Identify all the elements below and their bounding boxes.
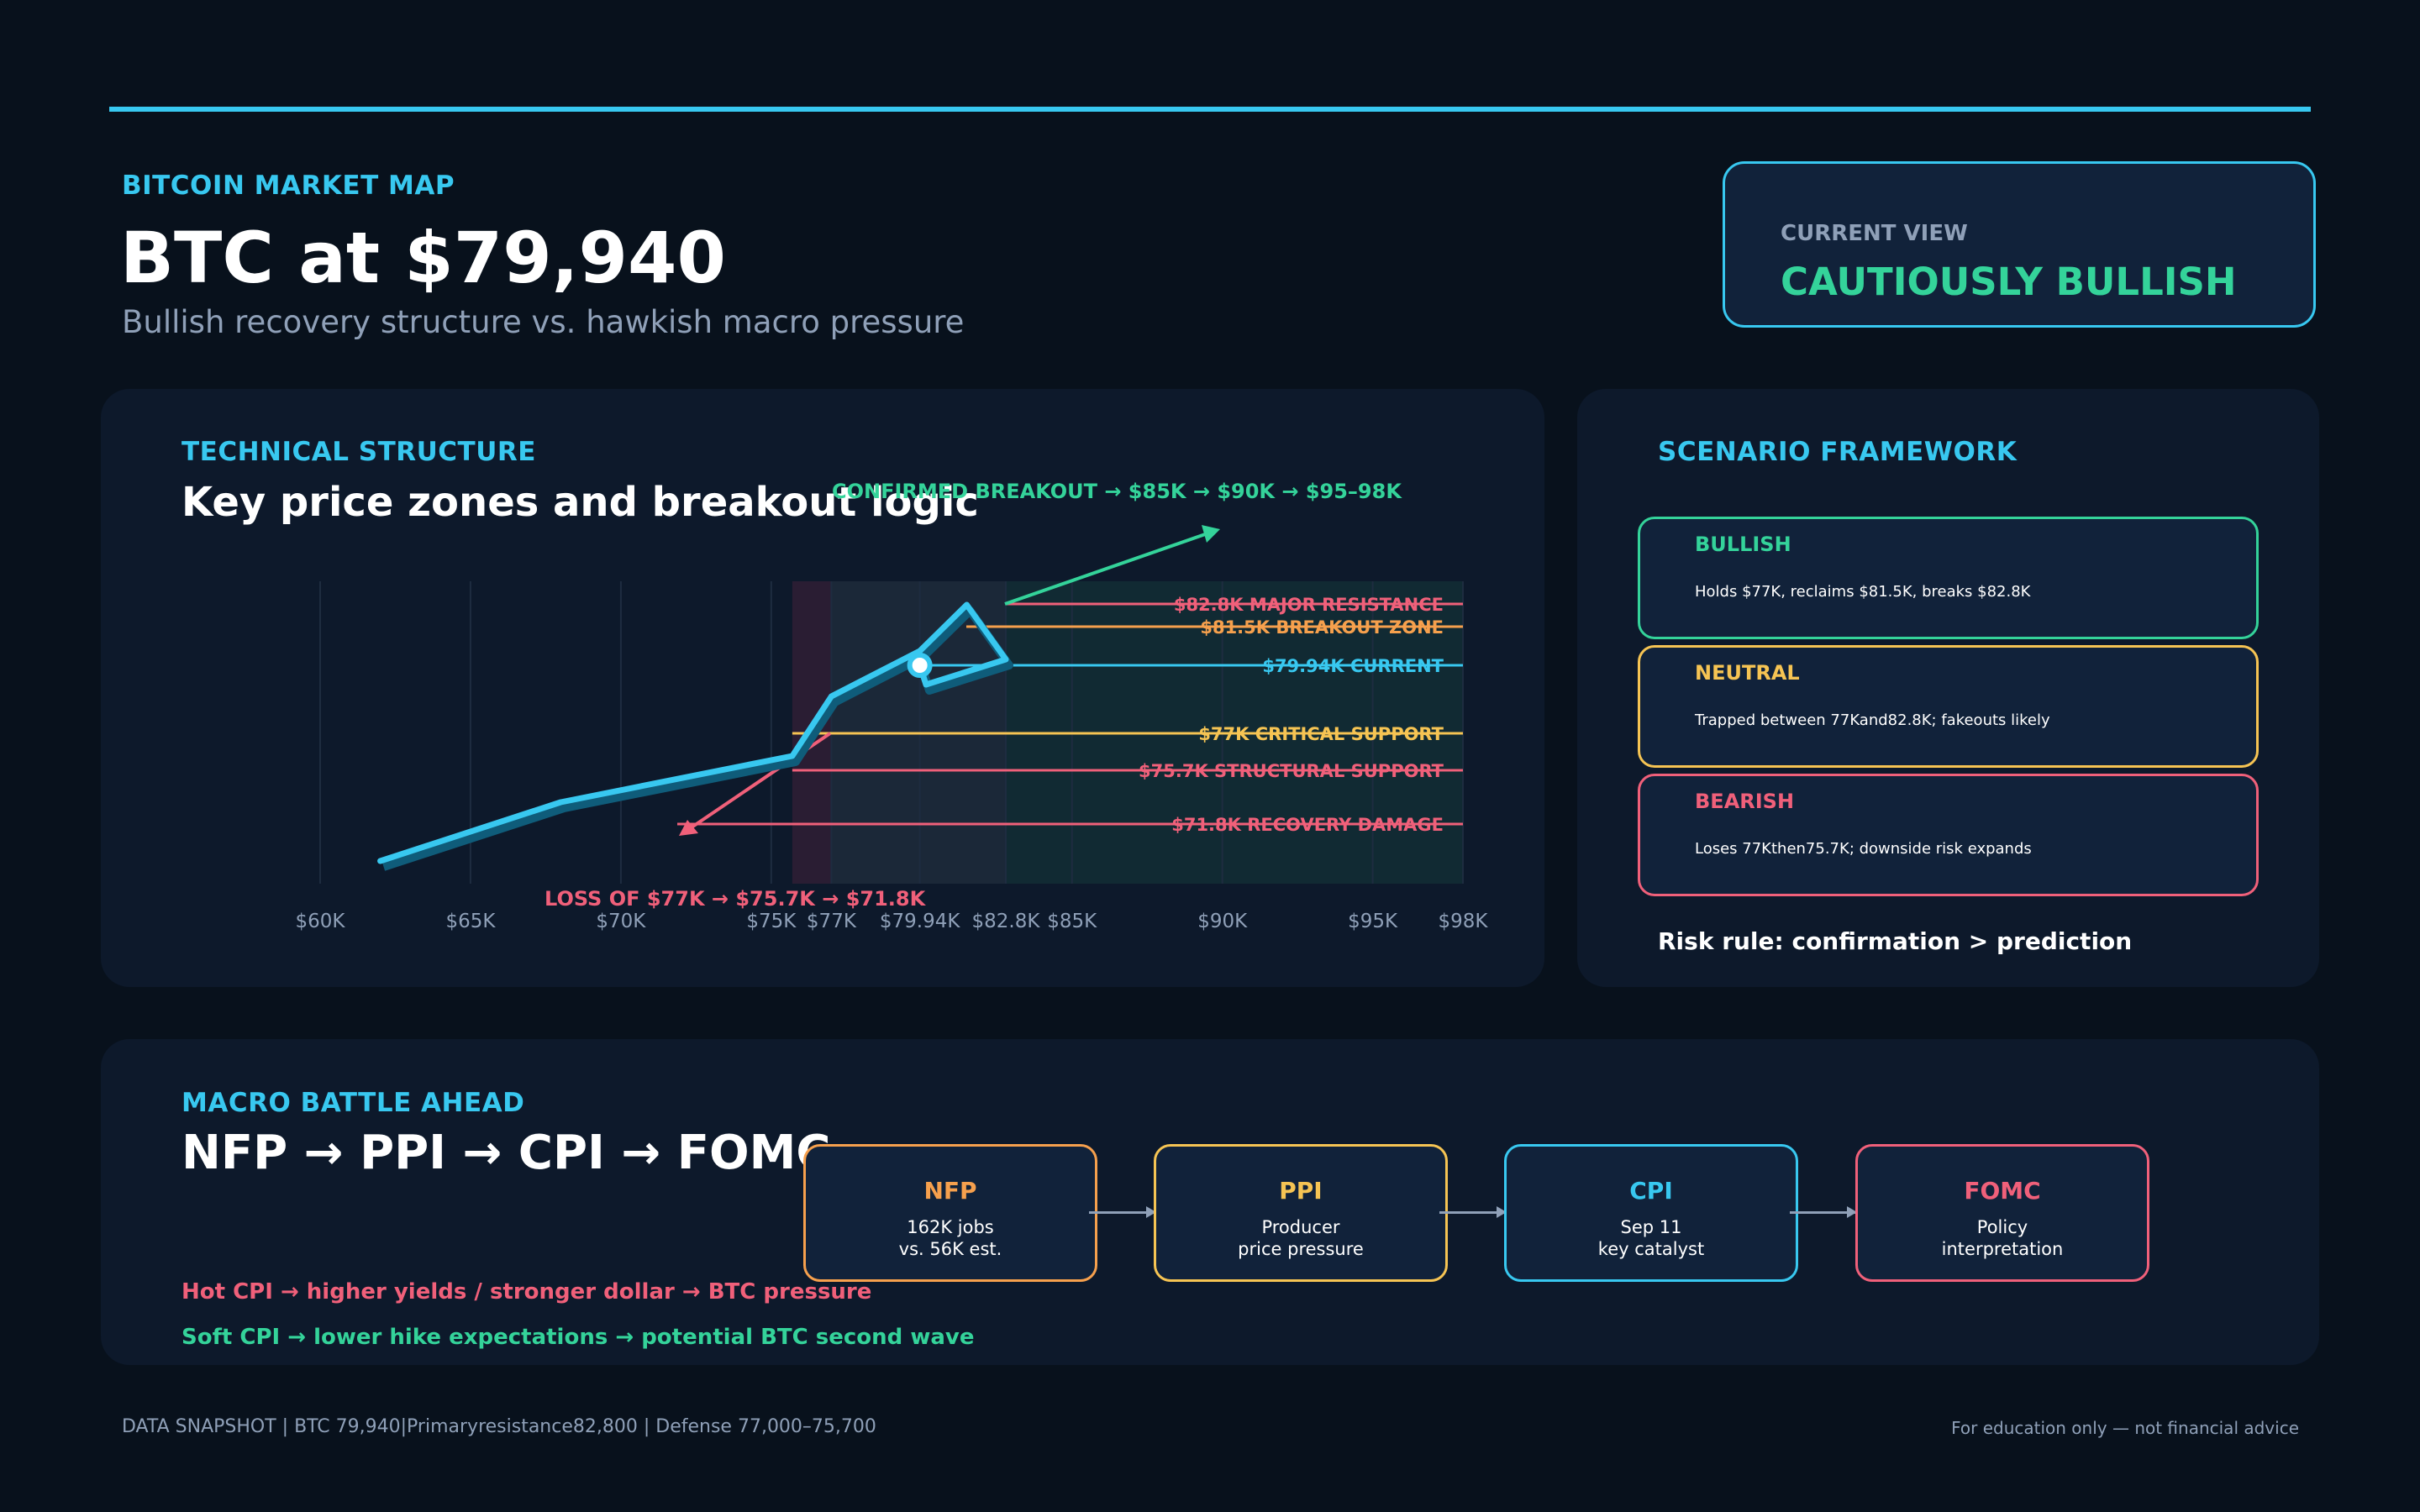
technical-eyebrow: TECHNICAL STRUCTURE bbox=[182, 437, 536, 467]
macro-title: NFP → PPI → CPI → FOMC bbox=[182, 1126, 831, 1180]
soft-cpi-scenario: Soft CPI → lower hike expectations → pot… bbox=[182, 1325, 975, 1350]
scenario-description: Loses 77Kthen75.7K; downside risk expand… bbox=[1695, 840, 2032, 858]
flow-arrow bbox=[1439, 1206, 1507, 1218]
macro-event-nfp: NFP 162K jobs vs. 56K est. bbox=[803, 1144, 1097, 1282]
flow-arrow bbox=[1790, 1206, 1857, 1218]
scenario-name: BEARISH bbox=[1695, 790, 1795, 813]
page-subtitle: Bullish recovery structure vs. hawkish m… bbox=[122, 304, 965, 340]
scenario-description: Holds $77K, reclaims $81.5K, breaks $82.… bbox=[1695, 583, 2031, 601]
current-view-label: CURRENT VIEW bbox=[1781, 221, 1968, 246]
page-title: BTC at $79,940 bbox=[120, 217, 726, 299]
macro-event-detail: key catalyst bbox=[1597, 1239, 1705, 1259]
flow-arrow bbox=[1089, 1206, 1156, 1218]
scenario-neutral-card: NEUTRAL Trapped between 77Kand82.8K; fak… bbox=[1638, 645, 2259, 768]
macro-event-name: FOMC bbox=[1964, 1177, 2041, 1205]
current-view-card: CURRENT VIEW CAUTIOUSLY BULLISH bbox=[1723, 161, 2316, 328]
scenario-bullish-card: BULLISH Holds $77K, reclaims $81.5K, bre… bbox=[1638, 517, 2259, 639]
macro-event-name: PPI bbox=[1279, 1177, 1323, 1205]
current-view-value: CAUTIOUSLY BULLISH bbox=[1781, 260, 2237, 304]
risk-rule: Risk rule: confirmation > prediction bbox=[1658, 927, 2133, 955]
footer-data-snapshot: DATA SNAPSHOT | BTC 79,940|Primaryresist… bbox=[122, 1416, 876, 1437]
scenario-bearish-card: BEARISH Loses 77Kthen75.7K; downside ris… bbox=[1638, 774, 2259, 896]
scenario-name: BULLISH bbox=[1695, 533, 1791, 556]
macro-event-detail: Producer bbox=[1261, 1217, 1340, 1237]
footer-disclaimer: For education only — not financial advic… bbox=[1951, 1418, 2299, 1438]
macro-event-detail: Policy bbox=[1976, 1217, 2028, 1237]
header-eyebrow: BITCOIN MARKET MAP bbox=[122, 171, 455, 201]
macro-event-cpi: CPI Sep 11 key catalyst bbox=[1504, 1144, 1798, 1282]
macro-event-detail: Sep 11 bbox=[1620, 1217, 1682, 1237]
scenario-description: Trapped between 77Kand82.8K; fakeouts li… bbox=[1695, 711, 2050, 729]
macro-event-ppi: PPI Producer price pressure bbox=[1154, 1144, 1448, 1282]
macro-event-detail: price pressure bbox=[1238, 1239, 1364, 1259]
technical-title: Key price zones and breakout logic bbox=[182, 479, 979, 526]
scenario-eyebrow: SCENARIO FRAMEWORK bbox=[1658, 437, 2018, 467]
macro-event-fomc: FOMC Policy interpretation bbox=[1855, 1144, 2149, 1282]
macro-event-name: CPI bbox=[1629, 1177, 1673, 1205]
macro-event-name: NFP bbox=[923, 1177, 977, 1205]
scenario-name: NEUTRAL bbox=[1695, 661, 1800, 685]
macro-event-detail: 162K jobs bbox=[907, 1217, 994, 1237]
macro-event-detail: interpretation bbox=[1941, 1239, 2064, 1259]
macro-eyebrow: MACRO BATTLE AHEAD bbox=[182, 1088, 525, 1118]
macro-event-detail: vs. 56K est. bbox=[898, 1239, 1002, 1259]
top-accent-line bbox=[109, 107, 2311, 112]
hot-cpi-scenario: Hot CPI → higher yields / stronger dolla… bbox=[182, 1279, 872, 1305]
